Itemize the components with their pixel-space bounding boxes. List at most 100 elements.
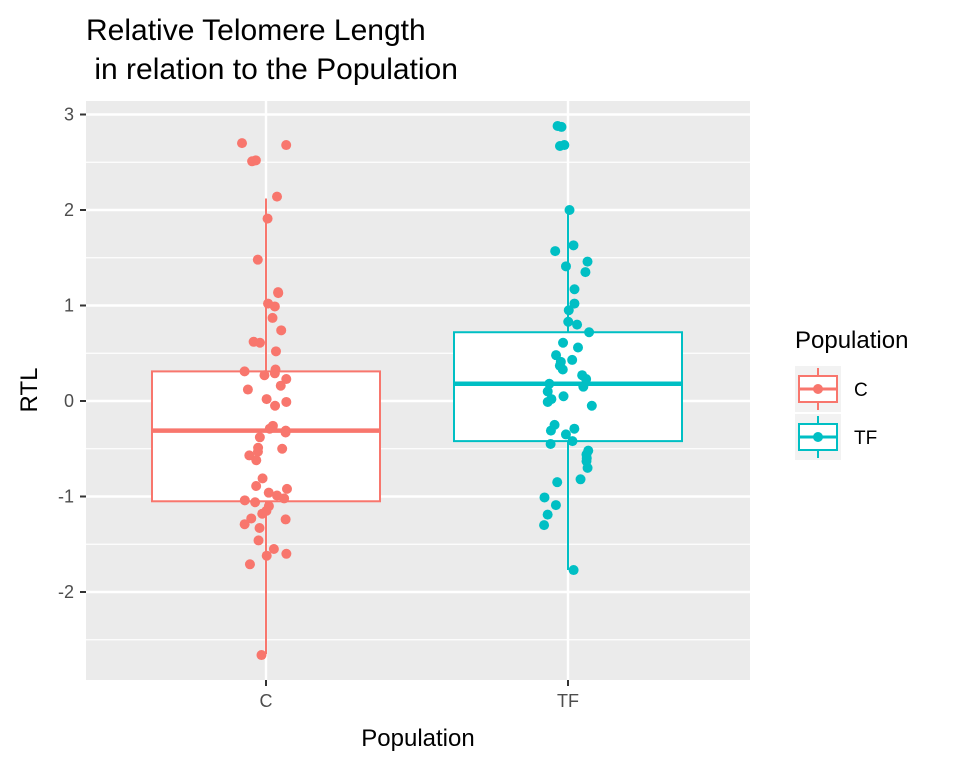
data-point-TF [584,327,595,338]
y-tick-label: 1 [64,296,74,316]
data-point-C [281,374,292,385]
data-point-TF [568,565,579,576]
data-point-C [264,423,275,434]
data-point-C [256,650,267,661]
data-point-C [246,513,257,524]
data-point-C [281,483,292,494]
data-point-C [237,138,248,149]
data-point-TF [560,261,571,272]
legend-label-TF: TF [854,428,877,449]
data-point-TF [575,474,586,485]
data-point-TF [545,438,556,449]
data-point-C [239,366,250,377]
data-point-TF [580,267,591,278]
data-point-TF [556,121,567,132]
data-point-C [262,213,273,224]
data-point-TF [572,319,583,330]
data-point-TF [550,246,561,257]
x-axis-title: Population [361,725,474,752]
y-tick-label: -2 [58,582,74,602]
box-TF [453,331,683,443]
data-point-TF [569,423,580,434]
data-point-C [280,514,291,525]
data-point-TF [569,298,580,309]
legend-title: Population [795,327,908,354]
data-point-TF [552,477,563,488]
data-point-TF [567,436,578,447]
data-point-TF [572,342,583,353]
data-point-C [251,455,262,466]
data-point-TF [569,284,580,295]
data-point-C [244,559,255,570]
data-point-TF [558,337,569,348]
data-point-TF [586,400,597,411]
y-tick-label: 3 [64,105,74,125]
data-point-TF [545,425,556,436]
data-point-C [269,301,280,312]
data-point-C [280,427,291,438]
data-point-C [281,140,292,151]
data-point-TF [560,429,571,440]
data-point-C [252,254,263,265]
data-point-C [267,312,278,323]
data-point-C [281,548,292,559]
data-point-C [273,288,284,299]
data-point-C [270,400,281,411]
data-point-C [251,480,262,491]
data-point-TF [539,520,550,531]
data-point-TF [554,141,565,152]
data-point-TF [542,396,553,407]
data-point-TF [557,364,568,375]
data-point-C [254,523,265,534]
data-point-C [242,384,253,395]
data-point-TF [564,205,575,215]
data-point-TF [563,305,574,316]
data-point-C [254,337,265,348]
data-point-C [253,535,264,546]
data-point-TF [578,381,589,392]
y-axis: -2 -1 0 1 2 3 [58,105,86,602]
data-point-TF [539,492,550,503]
data-point-TF [582,462,593,473]
data-point-C [261,394,272,405]
legend: Population C TF [795,327,908,460]
data-point-C [250,497,261,508]
data-point-C [247,156,258,167]
data-point-TF [567,354,578,365]
data-point-TF [581,374,592,385]
data-point-C [270,346,281,357]
data-point-C [254,432,265,443]
y-tick-label: 2 [64,200,74,220]
chart-title-line-1: Relative Telomere Length [86,14,426,47]
data-point-TF [542,509,553,520]
x-axis: C TF [260,680,579,711]
data-point-C [279,493,290,504]
y-tick-label: 0 [64,391,74,411]
data-point-C [272,191,283,202]
legend-key-point-TF [813,432,823,442]
legend-key-point-C [813,384,823,394]
x-tick-label-C: C [260,691,273,711]
x-tick-label-TF: TF [557,691,579,711]
chart-title-line-2: in relation to the Population [86,53,458,86]
data-point-TF [550,500,561,511]
data-point-C [244,450,255,461]
data-point-TF [542,386,553,397]
data-point-C [239,519,250,530]
jitter-points [237,120,597,661]
y-tick-label: -1 [58,487,74,507]
data-point-C [277,443,288,454]
data-point-TF [563,316,574,327]
data-point-C [239,495,250,506]
data-point-C [257,473,268,484]
data-point-C [259,370,270,381]
data-point-C [268,544,279,555]
data-point-TF [544,378,555,389]
data-point-C [263,487,274,498]
data-point-C [269,368,280,379]
y-axis-title: RTL [16,368,43,413]
data-point-C [281,396,292,407]
data-point-C [261,550,272,561]
data-point-C [257,508,268,519]
